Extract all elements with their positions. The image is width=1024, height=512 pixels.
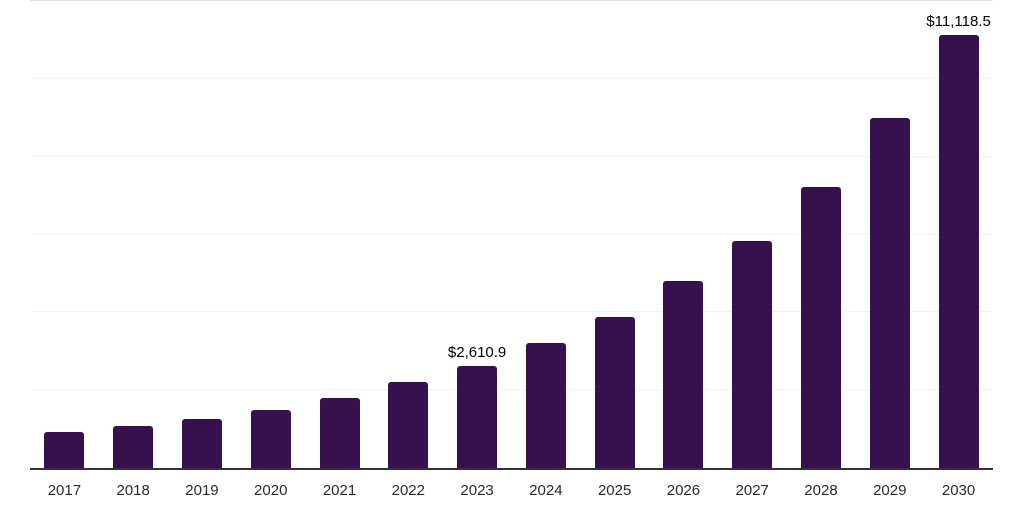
- gridline-6000: [30, 233, 993, 235]
- gridline-2000: [30, 389, 993, 391]
- bar-slot-2020: [236, 1, 305, 468]
- bar-slot-2019: [168, 1, 237, 468]
- x-tick-2019: 2019: [185, 482, 219, 499]
- bar-2019: [181, 418, 222, 468]
- bar-2028: [800, 187, 841, 468]
- bar-slot-2029: [855, 1, 924, 468]
- bar-slot-2018: [99, 1, 168, 468]
- x-tick-2030: 2030: [941, 482, 976, 499]
- x-tick-2021: 2021: [322, 482, 357, 499]
- x-tick-2027: 2027: [735, 482, 769, 499]
- bar-slot-2024: [511, 1, 580, 468]
- bar-2017: [44, 432, 85, 468]
- bar-2024: [525, 343, 566, 468]
- bar-2029: [869, 117, 910, 468]
- bar-slot-2030: $11,118.5: [924, 1, 993, 468]
- x-tick-2017: 2017: [47, 482, 82, 499]
- bar-2021: [319, 398, 360, 468]
- x-tick-2028: 2028: [804, 482, 838, 499]
- x-tick-2026: 2026: [666, 482, 701, 499]
- x-tick-2024: 2024: [529, 482, 563, 499]
- bar-2022: [388, 382, 429, 468]
- plot-area: $2,610.9 $11,118.5: [30, 0, 993, 470]
- x-axis-labels: 2017 2018 2019 2020 2021 2022 2023 2024 2025 2026…: [30, 480, 993, 501]
- bar-slot-2021: [305, 1, 374, 468]
- x-tick-2025: 2025: [597, 482, 632, 499]
- gridline-4000: [30, 311, 993, 313]
- bar-slot-2022: [374, 1, 443, 468]
- bar-2030: $11,118.5: [926, 14, 991, 468]
- bar-value-label-2023: $2,610.9: [447, 344, 507, 362]
- bar-2026: [663, 281, 704, 468]
- bar-slot-2025: [580, 1, 649, 468]
- x-tick-2020: 2020: [254, 482, 288, 499]
- bar-slot-2028: [787, 1, 856, 468]
- bar-2020: [250, 410, 291, 468]
- bar-slot-2017: [30, 1, 99, 468]
- bar-slot-2023: $2,610.9: [443, 1, 512, 468]
- x-tick-2023: 2023: [460, 482, 494, 499]
- bar-slot-2026: [649, 1, 718, 468]
- x-tick-2029: 2029: [873, 482, 907, 499]
- gridlines: [30, 0, 993, 468]
- bar-2025: [594, 316, 635, 468]
- bar-2018: [113, 426, 154, 468]
- bar-2023: $2,610.9: [448, 345, 506, 468]
- bar-2027: [732, 240, 773, 468]
- x-tick-2018: 2018: [116, 482, 150, 499]
- gridline-10000: [30, 77, 993, 79]
- bar-value-label-2030: $11,118.5: [926, 13, 991, 31]
- x-tick-2022: 2022: [391, 482, 425, 499]
- bars-area: $2,610.9 $11,118.5: [30, 1, 993, 468]
- gridline-12000: [30, 0, 993, 1]
- gridline-8000: [30, 155, 993, 157]
- bar-slot-2027: [718, 1, 787, 468]
